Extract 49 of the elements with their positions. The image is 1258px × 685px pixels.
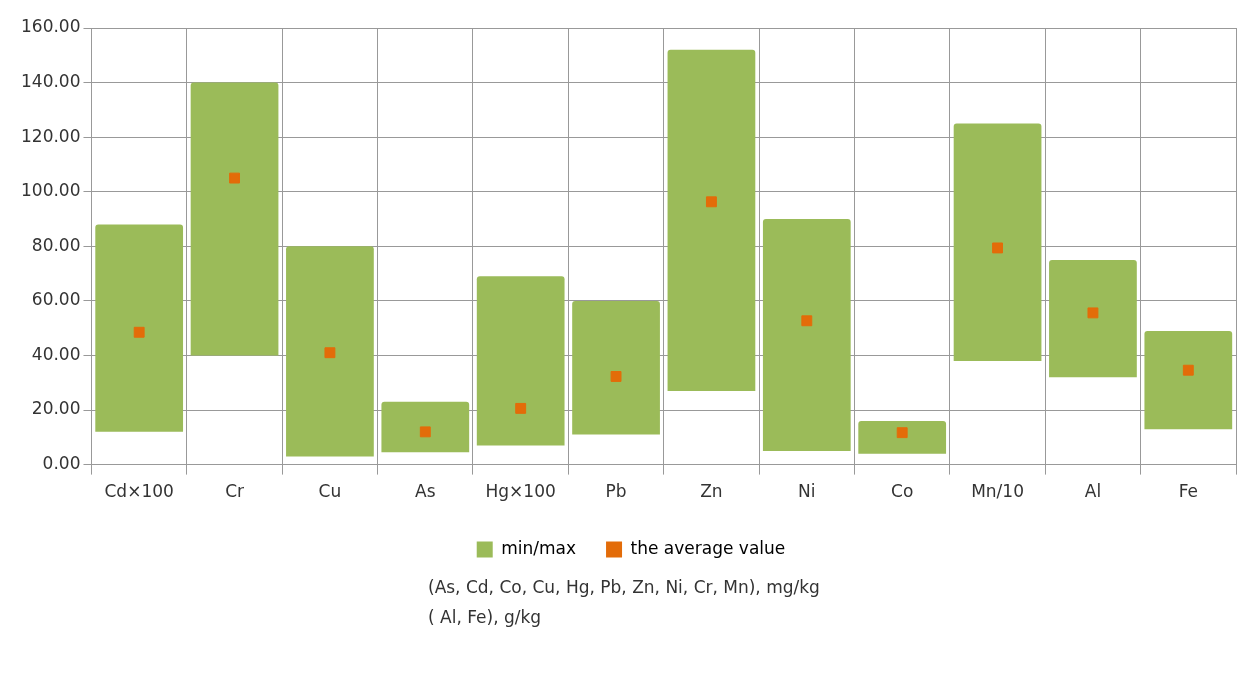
x-tick-label: Mn/10 bbox=[971, 481, 1024, 502]
point bbox=[419, 426, 431, 438]
point bbox=[133, 326, 145, 338]
point bbox=[896, 427, 908, 439]
legend-label: the average value bbox=[630, 537, 786, 558]
point bbox=[1182, 364, 1194, 376]
point bbox=[515, 402, 527, 414]
bar bbox=[762, 219, 851, 451]
bar bbox=[667, 49, 756, 391]
x-tick-label: Pb bbox=[605, 481, 627, 502]
x-tick-label: Cu bbox=[318, 481, 342, 502]
y-tick-label: 60.00 bbox=[31, 289, 81, 310]
bar bbox=[1049, 259, 1137, 378]
bar bbox=[476, 276, 565, 446]
bar bbox=[953, 123, 1042, 361]
bar bbox=[95, 224, 184, 432]
x-tick-label: Cr bbox=[225, 481, 244, 502]
bar bbox=[381, 401, 470, 453]
x-tick-label: Co bbox=[891, 481, 914, 502]
bar bbox=[858, 420, 947, 454]
x-tick-label: Cd×100 bbox=[104, 481, 174, 502]
bar bbox=[286, 246, 374, 457]
bar bbox=[190, 82, 279, 356]
x-tick-label: Fe bbox=[1178, 481, 1198, 502]
point bbox=[324, 347, 336, 359]
y-tick-label: 40.00 bbox=[31, 343, 81, 364]
text: (As, Cd, Co, Cu, Hg, Pb, Zn, Ni, Cr, Mn), mg/kg bbox=[428, 576, 821, 599]
y-tick-label: 80.00 bbox=[31, 234, 81, 255]
y-tick-label: 20.00 bbox=[31, 398, 81, 419]
x-tick-label: Ni bbox=[798, 481, 816, 502]
x-tick-label: As bbox=[415, 481, 436, 502]
y-tick-label: 100.00 bbox=[21, 180, 81, 201]
text: ( Al, Fe), g/kg bbox=[428, 606, 543, 629]
point bbox=[1087, 307, 1099, 319]
point bbox=[992, 242, 1004, 254]
x-tick-label: Hg×100 bbox=[485, 481, 556, 502]
bar bbox=[1144, 330, 1233, 430]
y-tick-label: 140.00 bbox=[21, 71, 81, 91]
point bbox=[229, 172, 240, 184]
y-tick-label: 120.00 bbox=[21, 125, 81, 146]
point bbox=[801, 315, 813, 327]
y-tick-label: 160.00 bbox=[21, 16, 81, 37]
point bbox=[610, 371, 622, 382]
y-tick-label: 0.00 bbox=[42, 453, 81, 474]
x-tick-label: Zn bbox=[700, 481, 723, 502]
point bbox=[705, 196, 717, 208]
bar bbox=[572, 300, 660, 435]
x-tick-label: Al bbox=[1084, 481, 1102, 502]
legend-label: min/max bbox=[501, 537, 577, 558]
